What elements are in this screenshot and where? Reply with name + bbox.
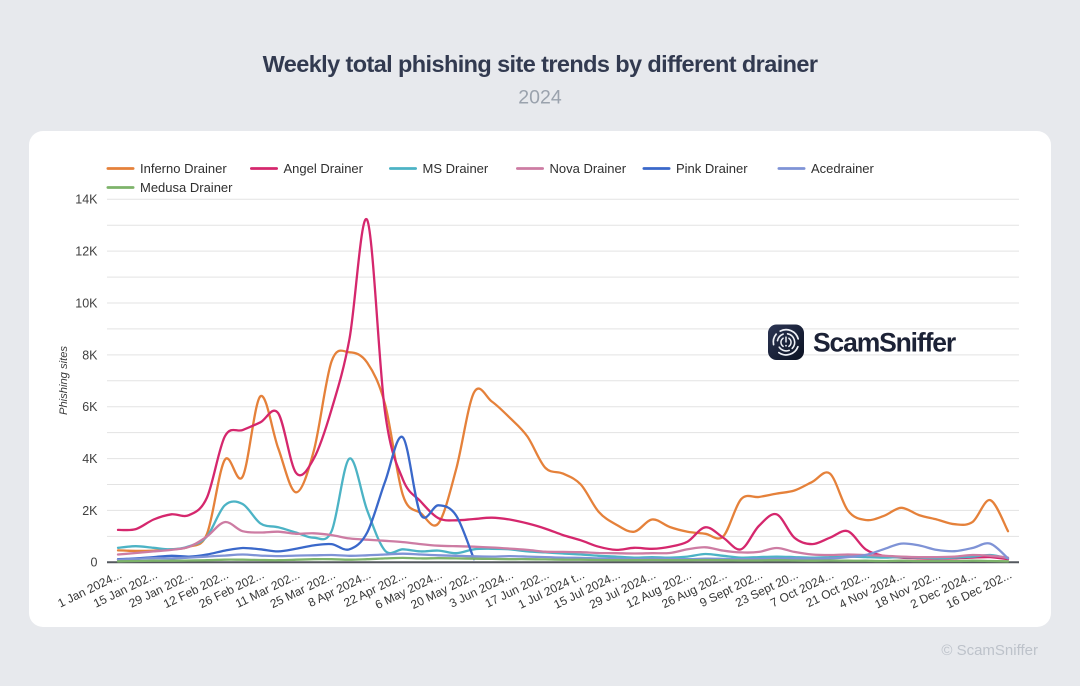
svg-text:Phishing sites: Phishing sites	[58, 346, 70, 415]
svg-text:MS Drainer: MS Drainer	[423, 161, 489, 176]
svg-text:Weekly total phishing site tre: Weekly total phishing site trends by dif…	[263, 51, 818, 77]
svg-text:12K: 12K	[75, 245, 98, 259]
svg-text:2024: 2024	[518, 87, 562, 109]
svg-text:6K: 6K	[82, 400, 98, 414]
svg-text:4K: 4K	[82, 452, 98, 466]
svg-text:14K: 14K	[75, 193, 98, 207]
svg-text:ScamSniffer: ScamSniffer	[813, 328, 956, 358]
svg-text:0: 0	[91, 556, 98, 570]
svg-text:Inferno Drainer: Inferno Drainer	[140, 161, 227, 176]
svg-text:Medusa Drainer: Medusa Drainer	[140, 180, 233, 195]
svg-text:Angel Drainer: Angel Drainer	[284, 161, 364, 176]
svg-text:Nova Drainer: Nova Drainer	[550, 161, 627, 176]
svg-text:© ScamSniffer: © ScamSniffer	[941, 642, 1038, 659]
svg-text:2K: 2K	[82, 504, 98, 518]
svg-text:10K: 10K	[75, 296, 98, 310]
svg-text:Pink Drainer: Pink Drainer	[676, 161, 748, 176]
svg-text:Acedrainer: Acedrainer	[811, 161, 875, 176]
svg-text:8K: 8K	[82, 348, 98, 362]
